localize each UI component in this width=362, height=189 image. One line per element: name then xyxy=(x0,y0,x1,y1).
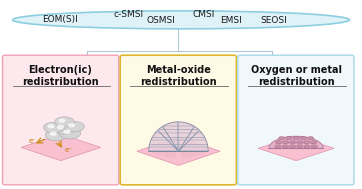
Circle shape xyxy=(64,121,84,132)
Text: Oxygen or metal
redistribution: Oxygen or metal redistribution xyxy=(251,65,342,87)
Circle shape xyxy=(50,132,56,135)
Circle shape xyxy=(303,141,310,144)
Polygon shape xyxy=(137,137,220,165)
Circle shape xyxy=(296,145,303,148)
Text: c-SMSI: c-SMSI xyxy=(113,10,144,19)
Circle shape xyxy=(43,122,64,133)
Text: Metal-oxide
redistribution: Metal-oxide redistribution xyxy=(140,65,217,87)
Circle shape xyxy=(52,123,74,134)
Polygon shape xyxy=(258,136,334,161)
Text: OSMSI: OSMSI xyxy=(147,16,176,25)
Circle shape xyxy=(311,145,317,148)
Text: e⁻: e⁻ xyxy=(64,147,72,153)
Circle shape xyxy=(48,125,54,128)
Circle shape xyxy=(64,130,70,133)
Text: Electron(ic)
redistribution: Electron(ic) redistribution xyxy=(22,65,99,87)
Circle shape xyxy=(275,145,281,148)
Circle shape xyxy=(283,141,289,144)
Circle shape xyxy=(55,117,74,127)
Text: SEOSI: SEOSI xyxy=(260,16,287,25)
Circle shape xyxy=(308,136,313,140)
Text: CMSI: CMSI xyxy=(192,10,215,19)
Circle shape xyxy=(293,136,299,140)
Ellipse shape xyxy=(13,11,349,29)
Circle shape xyxy=(45,129,67,141)
FancyBboxPatch shape xyxy=(238,55,354,185)
Text: EMSI: EMSI xyxy=(220,16,241,25)
FancyBboxPatch shape xyxy=(120,55,236,185)
Circle shape xyxy=(278,136,285,140)
Text: EOM(S)I: EOM(S)I xyxy=(42,15,77,24)
Circle shape xyxy=(69,124,75,127)
Polygon shape xyxy=(21,134,101,161)
Circle shape xyxy=(296,141,303,144)
Circle shape xyxy=(311,141,316,144)
Circle shape xyxy=(59,128,81,139)
Circle shape xyxy=(289,145,295,148)
Circle shape xyxy=(286,136,292,140)
Circle shape xyxy=(59,119,65,122)
Circle shape xyxy=(290,141,296,144)
Polygon shape xyxy=(149,122,208,151)
Circle shape xyxy=(282,145,288,148)
FancyBboxPatch shape xyxy=(3,55,119,185)
Polygon shape xyxy=(269,136,323,148)
Circle shape xyxy=(58,125,64,129)
Text: e⁻: e⁻ xyxy=(28,138,36,144)
Circle shape xyxy=(304,145,310,148)
Circle shape xyxy=(300,136,306,140)
Circle shape xyxy=(275,141,282,144)
